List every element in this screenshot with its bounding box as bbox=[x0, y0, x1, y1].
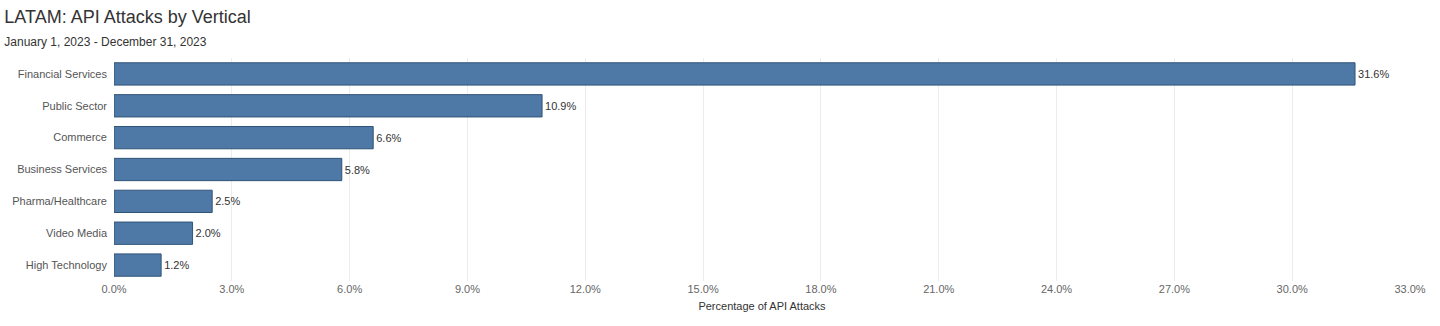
svg-text:LATAM: API Attacks by Vertical: LATAM: API Attacks by VerticalJanuary 1,… bbox=[4, 7, 250, 49]
svg-text:6.6%: 6.6% bbox=[376, 132, 401, 144]
svg-text:18.0%: 18.0% bbox=[805, 283, 836, 295]
svg-text:Financial Services: Financial Services bbox=[18, 68, 108, 80]
svg-text:1.2%: 1.2% bbox=[164, 259, 189, 271]
svg-text:3.0%: 3.0% bbox=[219, 283, 244, 295]
svg-text:Video Media: Video Media bbox=[46, 227, 108, 239]
svg-text:Public Sector: Public Sector bbox=[42, 100, 107, 112]
svg-text:30.0%: 30.0% bbox=[1277, 283, 1308, 295]
svg-text:33.0%: 33.0% bbox=[1394, 283, 1425, 295]
svg-text:Pharma/Healthcare: Pharma/Healthcare bbox=[12, 195, 107, 207]
svg-text:9.0%: 9.0% bbox=[455, 283, 480, 295]
svg-text:Commerce: Commerce bbox=[53, 131, 107, 143]
svg-text:10.9%: 10.9% bbox=[545, 100, 576, 112]
svg-text:2.5%: 2.5% bbox=[215, 195, 240, 207]
svg-text:15.0%: 15.0% bbox=[687, 283, 718, 295]
svg-text:Business Services: Business Services bbox=[17, 163, 107, 175]
svg-text:12.0%: 12.0% bbox=[570, 283, 601, 295]
svg-text:2.0%: 2.0% bbox=[196, 227, 221, 239]
svg-text:High Technology: High Technology bbox=[26, 259, 108, 271]
svg-text:5.8%: 5.8% bbox=[345, 164, 370, 176]
svg-text:6.0%: 6.0% bbox=[337, 283, 362, 295]
svg-text:21.0%: 21.0% bbox=[923, 283, 954, 295]
svg-text:Percentage of API Attacks: Percentage of API Attacks bbox=[698, 300, 826, 312]
svg-text:27.0%: 27.0% bbox=[1159, 283, 1190, 295]
svg-text:31.6%: 31.6% bbox=[1358, 68, 1389, 80]
svg-text:24.0%: 24.0% bbox=[1041, 283, 1072, 295]
svg-text:0.0%: 0.0% bbox=[101, 283, 126, 295]
